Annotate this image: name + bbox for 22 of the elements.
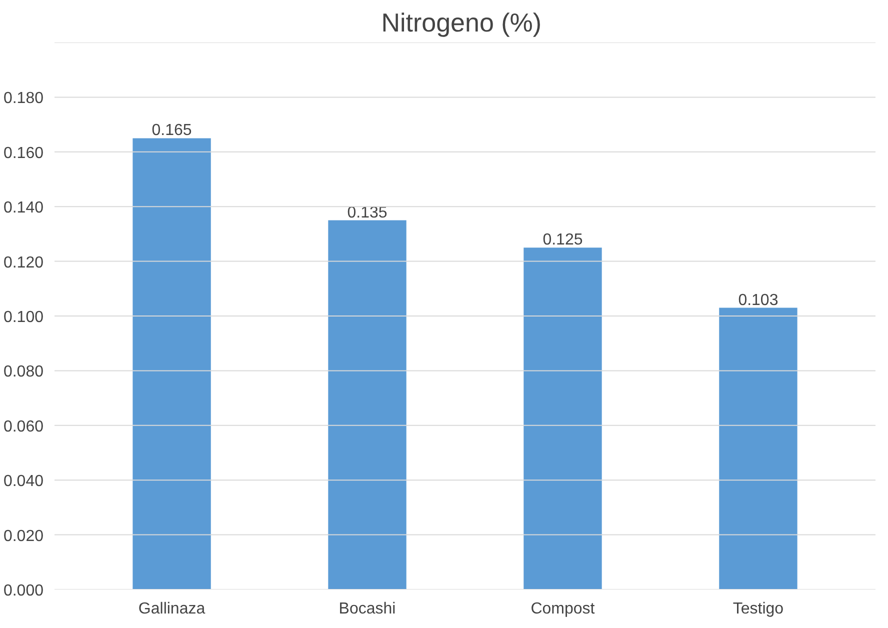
x-tick-label: Bocashi <box>338 600 396 618</box>
bar <box>524 248 602 590</box>
y-tick-label: 0.180 <box>3 90 44 108</box>
y-tick-label: 0.160 <box>3 144 44 162</box>
data-label: 0.103 <box>738 292 778 309</box>
y-tick-label: 0.100 <box>3 309 44 326</box>
y-tick-label: 0.040 <box>3 473 44 490</box>
y-tick-label: 0.120 <box>3 254 44 272</box>
x-tick-label: Compost <box>530 600 596 618</box>
x-tick-label: Testigo <box>732 600 784 618</box>
x-tick-label: Gallinaza <box>138 600 206 618</box>
data-label: 0.165 <box>152 122 192 140</box>
y-tick-label: 0.140 <box>3 200 44 217</box>
chart-title: Nitrogeno (%) <box>381 8 542 38</box>
y-tick-label: 0.080 <box>3 364 44 381</box>
y-tick-label: 0.000 <box>3 582 44 600</box>
bar <box>719 308 798 590</box>
bar <box>328 220 406 590</box>
y-tick-label: 0.060 <box>3 418 44 436</box>
data-label: 0.125 <box>542 232 583 249</box>
y-tick-label: 0.020 <box>3 528 44 545</box>
bar <box>132 138 211 590</box>
